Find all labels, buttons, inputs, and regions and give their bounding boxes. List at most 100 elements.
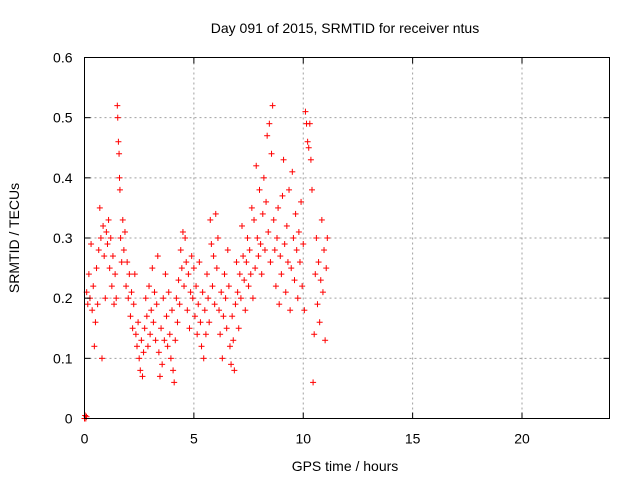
data-point bbox=[150, 319, 157, 326]
data-point bbox=[177, 247, 184, 254]
data-point bbox=[123, 283, 130, 290]
data-point bbox=[311, 331, 318, 338]
data-point bbox=[99, 355, 105, 362]
data-point bbox=[301, 307, 308, 314]
data-point bbox=[323, 265, 330, 272]
y-axis-label: SRMTID / TECUs bbox=[6, 183, 22, 293]
data-point bbox=[213, 265, 220, 272]
data-point bbox=[176, 301, 183, 308]
data-point bbox=[269, 102, 276, 109]
data-point bbox=[234, 289, 241, 296]
data-point bbox=[228, 361, 235, 368]
data-point bbox=[211, 301, 218, 308]
data-point bbox=[256, 186, 263, 193]
data-point bbox=[182, 235, 189, 241]
y-tick-label-0: 0 bbox=[65, 411, 73, 427]
data-point bbox=[264, 132, 271, 139]
data-point bbox=[255, 253, 262, 260]
data-point bbox=[235, 325, 242, 332]
data-point bbox=[128, 289, 135, 296]
data-point bbox=[300, 241, 307, 248]
data-point bbox=[116, 186, 123, 193]
data-point bbox=[292, 210, 299, 217]
data-point bbox=[283, 222, 290, 229]
data-point bbox=[197, 319, 204, 326]
data-point bbox=[137, 367, 144, 374]
data-point bbox=[199, 289, 206, 296]
data-point bbox=[205, 295, 212, 302]
data-point bbox=[278, 271, 285, 278]
data-point bbox=[107, 235, 114, 241]
data-point bbox=[103, 228, 110, 235]
data-point bbox=[233, 259, 240, 266]
data-point bbox=[271, 247, 278, 254]
data-point bbox=[206, 319, 213, 326]
data-point bbox=[142, 295, 149, 302]
data-point bbox=[299, 283, 306, 290]
data-point bbox=[274, 235, 280, 241]
data-point bbox=[184, 307, 191, 314]
data-point bbox=[193, 283, 200, 290]
data-point bbox=[305, 144, 312, 151]
data-point bbox=[151, 289, 158, 296]
data-point bbox=[210, 253, 217, 260]
data-point bbox=[153, 301, 160, 308]
data-point bbox=[125, 295, 132, 302]
data-point bbox=[144, 343, 151, 350]
data-point bbox=[186, 325, 193, 332]
data-point bbox=[141, 325, 148, 332]
data-point bbox=[165, 289, 172, 296]
data-point bbox=[289, 168, 296, 175]
data-point bbox=[244, 235, 251, 241]
data-point bbox=[108, 283, 115, 290]
data-point bbox=[294, 295, 301, 302]
data-point bbox=[119, 216, 126, 223]
data-point bbox=[287, 307, 294, 314]
data-point bbox=[194, 331, 201, 338]
data-point bbox=[322, 337, 329, 344]
data-point bbox=[252, 265, 259, 272]
data-point bbox=[143, 313, 150, 320]
data-point bbox=[185, 271, 192, 278]
x-tick-label-1: 5 bbox=[190, 431, 198, 447]
data-point bbox=[200, 355, 207, 362]
data-point bbox=[275, 204, 282, 211]
data-point bbox=[220, 313, 227, 320]
data-point bbox=[134, 343, 140, 350]
data-point bbox=[139, 373, 146, 380]
data-point bbox=[281, 241, 288, 248]
data-point bbox=[198, 343, 205, 350]
data-point bbox=[221, 271, 228, 278]
data-point bbox=[260, 174, 267, 181]
data-point bbox=[159, 361, 166, 368]
data-point bbox=[132, 331, 139, 338]
data-point bbox=[291, 277, 298, 284]
data-point bbox=[317, 277, 324, 284]
data-point bbox=[92, 319, 99, 326]
data-point bbox=[161, 337, 168, 344]
data-point bbox=[113, 295, 120, 302]
data-point bbox=[209, 283, 216, 290]
data-point bbox=[178, 265, 185, 272]
data-point bbox=[231, 367, 238, 374]
data-point bbox=[117, 235, 124, 241]
data-point bbox=[268, 150, 275, 157]
data-point bbox=[195, 301, 202, 308]
data-point bbox=[249, 295, 256, 302]
data-point bbox=[138, 337, 145, 344]
data-point bbox=[135, 319, 142, 326]
y-tick-label-1: 0.1 bbox=[53, 350, 73, 366]
data-point bbox=[247, 271, 254, 278]
data-point bbox=[295, 228, 302, 235]
data-point bbox=[229, 313, 236, 320]
data-point bbox=[88, 241, 95, 248]
data-point bbox=[257, 241, 264, 248]
data-point bbox=[219, 355, 226, 362]
data-point bbox=[162, 271, 169, 278]
data-point bbox=[201, 307, 208, 314]
data-point bbox=[121, 228, 128, 235]
data-point bbox=[309, 186, 315, 193]
data-point bbox=[214, 235, 221, 241]
y-tick-label-3: 0.3 bbox=[53, 230, 73, 246]
data-point bbox=[116, 174, 123, 181]
